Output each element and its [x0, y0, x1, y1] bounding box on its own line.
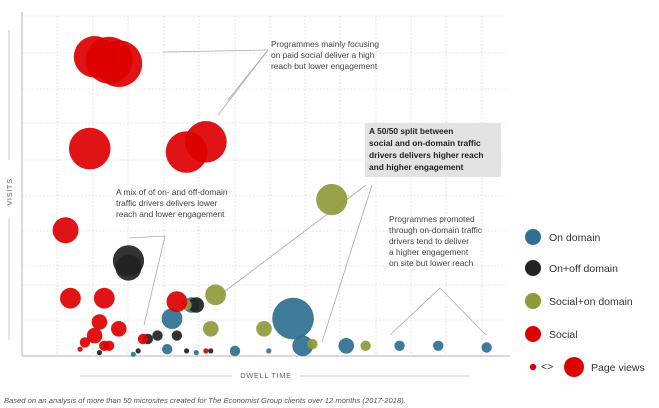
- point-social-11: [111, 321, 127, 337]
- annotation-1-line-0: A 50/50 split between: [369, 126, 453, 136]
- point-social-on-domain-3: [256, 321, 272, 337]
- legend-swatch: [525, 326, 541, 342]
- point-on-domain-1: [292, 335, 314, 357]
- point-social-2: [73, 36, 116, 78]
- point-on-domain-0: [272, 297, 314, 340]
- legend-item-social-on-domain: Social+on domain: [525, 293, 633, 309]
- point-social-on-domain-4: [307, 338, 318, 350]
- legend-swatch: [525, 229, 541, 245]
- annotation-3-line-3: a higher engagement: [389, 247, 469, 257]
- leader-line-2: [227, 49, 269, 101]
- legend-item-on-off-domain: On+off domain: [525, 260, 618, 276]
- point-social-on-domain-1: [205, 284, 227, 306]
- legend-label: On+off domain: [549, 263, 618, 275]
- legend-label: Social+on domain: [549, 296, 633, 308]
- annotation-leaders: [128, 49, 487, 343]
- legend-item-social: Social: [525, 326, 578, 342]
- annotation-3-line-2: drivers tend to deliver: [389, 236, 469, 246]
- legend-swatch: [525, 293, 541, 309]
- leader-line-4: [143, 235, 166, 326]
- annotation-3-line-1: through on-domain traffic: [389, 225, 482, 235]
- annotation-1-line-1: social and on-domain traffic: [369, 138, 481, 148]
- footnote: Based on an analysis of more than 50 mic…: [4, 396, 406, 405]
- legend-item-on-domain: On domain: [525, 229, 601, 245]
- point-on-domain-6: [229, 345, 241, 357]
- annotation-1: A 50/50 split between social and on-domai…: [365, 123, 501, 177]
- legend-size-large: [564, 357, 584, 377]
- point-social-5: [185, 121, 227, 163]
- annotation-2-line-0: A mix of of on- and off-domain: [116, 187, 228, 197]
- point-on-off-domain-1: [115, 254, 142, 281]
- point-on-domain-2: [338, 338, 355, 354]
- y-axis-label: VISITS: [5, 178, 14, 205]
- annotation-2-line-2: reach and lower engagement: [116, 209, 225, 219]
- point-social-18: [77, 346, 83, 352]
- annotation-0-line-0: Programmes mainly focusing: [271, 39, 379, 49]
- point-social-15: [103, 340, 115, 351]
- point-social-on-domain-0: [316, 184, 348, 216]
- point-on-off-domain-7: [208, 348, 214, 354]
- legend-size-label: Page views: [591, 362, 645, 374]
- leader-line-8: [439, 287, 487, 336]
- annotation-highlight-box: [365, 123, 501, 177]
- point-social-7: [60, 287, 81, 309]
- point-on-off-domain-3: [152, 330, 163, 341]
- axes: [8, 12, 510, 377]
- point-on-domain-5: [481, 342, 492, 353]
- point-on-domain-10: [130, 351, 136, 357]
- point-social-17: [203, 348, 209, 354]
- point-on-off-domain-4: [188, 297, 205, 313]
- point-on-domain-7: [266, 348, 272, 354]
- x-axis-label: DWELL TIME: [240, 371, 291, 380]
- point-on-domain-3: [394, 340, 405, 351]
- legend-label: On domain: [549, 232, 601, 244]
- legend-size-small: [529, 363, 537, 371]
- point-social-13: [79, 337, 91, 348]
- point-on-domain-8: [161, 308, 183, 329]
- point-social-3: [68, 127, 111, 170]
- annotation-1-line-2: drivers delivers higher reach: [369, 150, 484, 160]
- leader-line-6: [321, 184, 373, 343]
- point-social-16: [137, 333, 149, 345]
- annotation-0-line-2: reach but lower engagement: [271, 61, 378, 71]
- leader-line-3: [128, 235, 166, 239]
- leader-line-0: [162, 49, 269, 53]
- annotation-3-line-4: on site but lower reach: [389, 258, 474, 268]
- legend: On domain On+off domain Social+on domain So…: [525, 229, 645, 377]
- point-on-off-domain-5: [183, 348, 190, 354]
- point-social-12: [86, 327, 103, 344]
- point-social-8: [93, 287, 115, 309]
- legend-label: Social: [549, 329, 578, 341]
- point-on-domain-11: [193, 350, 199, 356]
- point-on-off-domain-8: [96, 350, 103, 356]
- legend-size: <> Page views: [529, 357, 645, 377]
- point-on-domain-4: [433, 340, 444, 351]
- point-social-6: [52, 217, 79, 244]
- leader-line-7: [389, 287, 441, 336]
- annotation-2-line-1: traffic drivers delivers lower: [116, 198, 218, 208]
- legend-size-symbol: <>: [541, 361, 553, 373]
- point-on-domain-9: [162, 344, 173, 355]
- point-social-10: [91, 314, 108, 330]
- annotation-3-line-0: Programmes promoted: [389, 214, 475, 224]
- annotation-0-line-1: on paid social deliver a high: [271, 50, 375, 60]
- legend-swatch: [525, 260, 541, 276]
- point-social-9: [166, 291, 188, 312]
- point-on-off-domain-2: [171, 330, 183, 341]
- point-social-on-domain-5: [360, 340, 371, 351]
- point-social-on-domain-2: [202, 321, 219, 337]
- annotation-1-line-3: and higher engagement: [369, 162, 464, 172]
- data-points: [52, 36, 492, 357]
- point-on-off-domain-6: [135, 348, 141, 354]
